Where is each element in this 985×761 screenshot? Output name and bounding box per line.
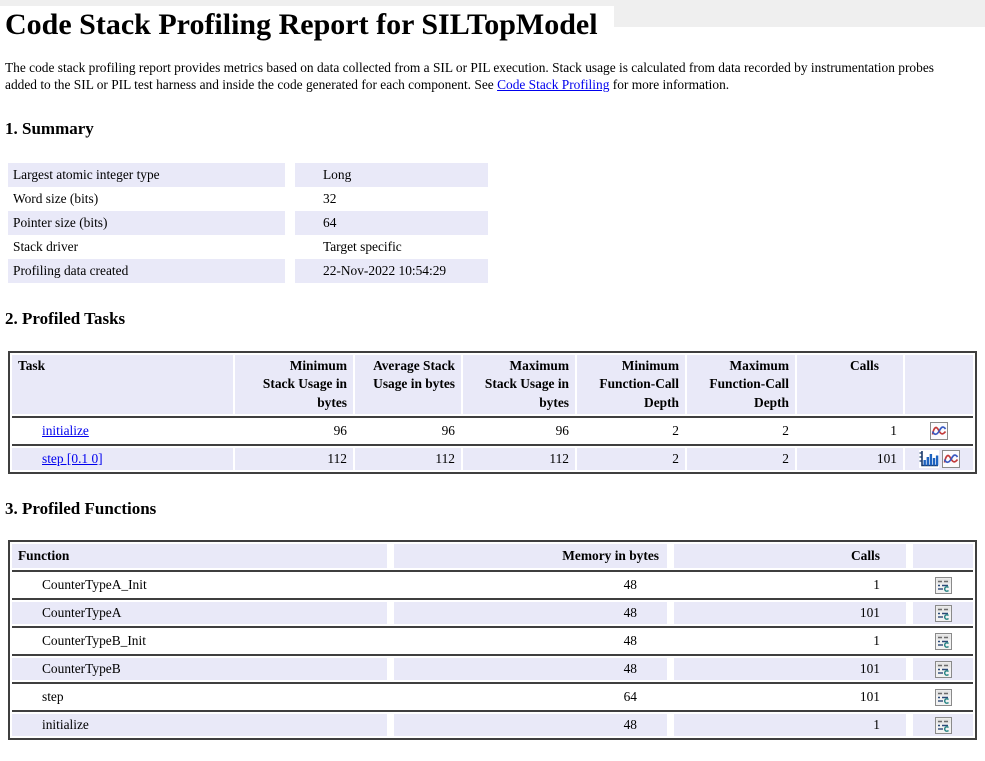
function-row: initialize 48 1 xyxy=(12,714,973,737)
task-max-depth: 2 xyxy=(687,448,795,470)
profiled-functions-table: Function Memory in bytes Calls CounterTy… xyxy=(8,540,977,741)
col-header-details xyxy=(913,544,973,569)
function-calls: 1 xyxy=(873,577,880,593)
task-avg-stack: 112 xyxy=(355,448,461,470)
function-row: CounterTypeA_Init 48 1 xyxy=(12,574,973,596)
task-row: initialize 96 96 96 2 2 1 xyxy=(12,420,973,442)
summary-row: Largest atomic integer type Long xyxy=(8,163,985,188)
summary-row: Profiling data created 22-Nov-2022 10:54… xyxy=(8,259,985,284)
function-calls: 1 xyxy=(674,714,906,737)
function-name: CounterTypeB_Init xyxy=(42,633,146,649)
function-row: CounterTypeA 48 101 xyxy=(12,602,973,625)
bar-chart-icon[interactable] xyxy=(917,449,940,469)
intro-text-before: The code stack profiling report provides… xyxy=(5,59,934,92)
summary-label: Pointer size (bits) xyxy=(8,211,285,236)
row-divider xyxy=(12,598,973,601)
function-calls: 101 xyxy=(674,658,906,681)
col-header-calls: Calls xyxy=(674,544,906,569)
row-divider xyxy=(12,682,973,685)
function-details-icon[interactable] xyxy=(934,660,952,678)
col-header-calls: Calls xyxy=(797,354,903,414)
summary-row: Stack driver Target specific xyxy=(8,235,985,259)
task-row: step [0.1 0] 112 112 112 2 2 101 xyxy=(12,448,973,470)
function-name: initialize xyxy=(12,714,387,737)
col-header-min-stack: Minimum Stack Usage in bytes xyxy=(235,354,353,414)
col-header-memory: Memory in bytes xyxy=(394,544,667,569)
col-header-min-depth: Minimum Function-Call Depth xyxy=(577,354,685,414)
task-max-stack: 112 xyxy=(463,448,575,470)
function-memory: 48 xyxy=(394,602,667,625)
profiled-tasks-table: Task Minimum Stack Usage in bytes Averag… xyxy=(8,350,977,474)
task-link-step[interactable]: step [0.1 0] xyxy=(42,451,103,466)
task-min-stack: 96 xyxy=(333,423,347,438)
summary-row: Word size (bits) 32 xyxy=(8,187,985,211)
summary-value: 64 xyxy=(295,211,488,236)
function-memory: 48 xyxy=(394,714,667,737)
row-divider xyxy=(12,710,973,713)
summary-label: Largest atomic integer type xyxy=(8,163,285,188)
col-header-plots xyxy=(905,354,973,414)
function-calls: 101 xyxy=(859,689,880,705)
functions-header-row: Function Memory in bytes Calls xyxy=(12,544,973,569)
line-plot-icon[interactable] xyxy=(941,449,960,469)
function-calls: 1 xyxy=(873,633,880,649)
function-details-icon[interactable] xyxy=(934,576,952,594)
task-calls: 101 xyxy=(797,448,903,470)
col-header-task: Task xyxy=(12,354,233,414)
row-divider xyxy=(12,626,973,629)
task-min-depth: 2 xyxy=(672,423,679,438)
col-header-function: Function xyxy=(12,544,387,569)
intro-paragraph: The code stack profiling report provides… xyxy=(0,59,962,94)
summary-table: Largest atomic integer type Long Word si… xyxy=(8,163,985,284)
function-name: CounterTypeA_Init xyxy=(42,577,147,593)
function-row: CounterTypeB 48 101 xyxy=(12,658,973,681)
function-memory: 48 xyxy=(623,577,637,593)
summary-heading: 1. Summary xyxy=(5,119,94,139)
line-plot-icon[interactable] xyxy=(929,421,949,441)
row-divider xyxy=(12,444,973,446)
page-title: Code Stack Profiling Report for SILTopMo… xyxy=(0,6,614,45)
summary-value: 22-Nov-2022 10:54:29 xyxy=(295,259,488,284)
function-calls: 101 xyxy=(674,602,906,625)
function-name: CounterTypeB xyxy=(12,658,387,681)
function-memory: 48 xyxy=(623,633,637,649)
function-row: CounterTypeB_Init 48 1 xyxy=(12,630,973,652)
summary-value: Long xyxy=(295,163,488,188)
tasks-heading: 2. Profiled Tasks xyxy=(5,309,126,329)
function-details-icon[interactable] xyxy=(934,716,952,734)
summary-label: Stack driver xyxy=(13,239,79,255)
function-name: step xyxy=(42,689,64,705)
row-divider xyxy=(12,416,973,418)
task-link-initialize[interactable]: initialize xyxy=(42,423,89,438)
function-details-icon[interactable] xyxy=(934,632,952,650)
function-memory: 64 xyxy=(623,689,637,705)
task-max-depth: 2 xyxy=(782,423,789,438)
row-divider xyxy=(12,570,973,573)
task-min-depth: 2 xyxy=(577,448,685,470)
col-header-max-depth: Maximum Function-Call Depth xyxy=(687,354,795,414)
task-min-stack: 112 xyxy=(235,448,353,470)
summary-label: Word size (bits) xyxy=(13,191,99,207)
functions-heading: 3. Profiled Functions xyxy=(5,499,157,518)
task-max-stack: 96 xyxy=(555,423,569,438)
code-stack-profiling-link[interactable]: Code Stack Profiling xyxy=(497,77,610,92)
summary-row: Pointer size (bits) 64 xyxy=(8,211,985,236)
summary-value: Target specific xyxy=(323,239,402,255)
task-calls: 1 xyxy=(890,423,897,438)
task-avg-stack: 96 xyxy=(441,423,455,438)
function-row: step 64 101 xyxy=(12,686,973,708)
function-name: CounterTypeA xyxy=(12,602,387,625)
row-divider xyxy=(12,654,973,657)
col-header-avg-stack: Average Stack Usage in bytes xyxy=(355,354,461,414)
function-details-icon[interactable] xyxy=(934,604,952,622)
intro-text-after: for more information. xyxy=(609,77,730,92)
function-memory: 48 xyxy=(394,658,667,681)
function-details-icon[interactable] xyxy=(934,688,952,706)
tasks-header-row: Task Minimum Stack Usage in bytes Averag… xyxy=(12,354,973,414)
col-header-max-stack: Maximum Stack Usage in bytes xyxy=(463,354,575,414)
summary-label: Profiling data created xyxy=(8,259,285,284)
summary-value: 32 xyxy=(323,191,337,207)
